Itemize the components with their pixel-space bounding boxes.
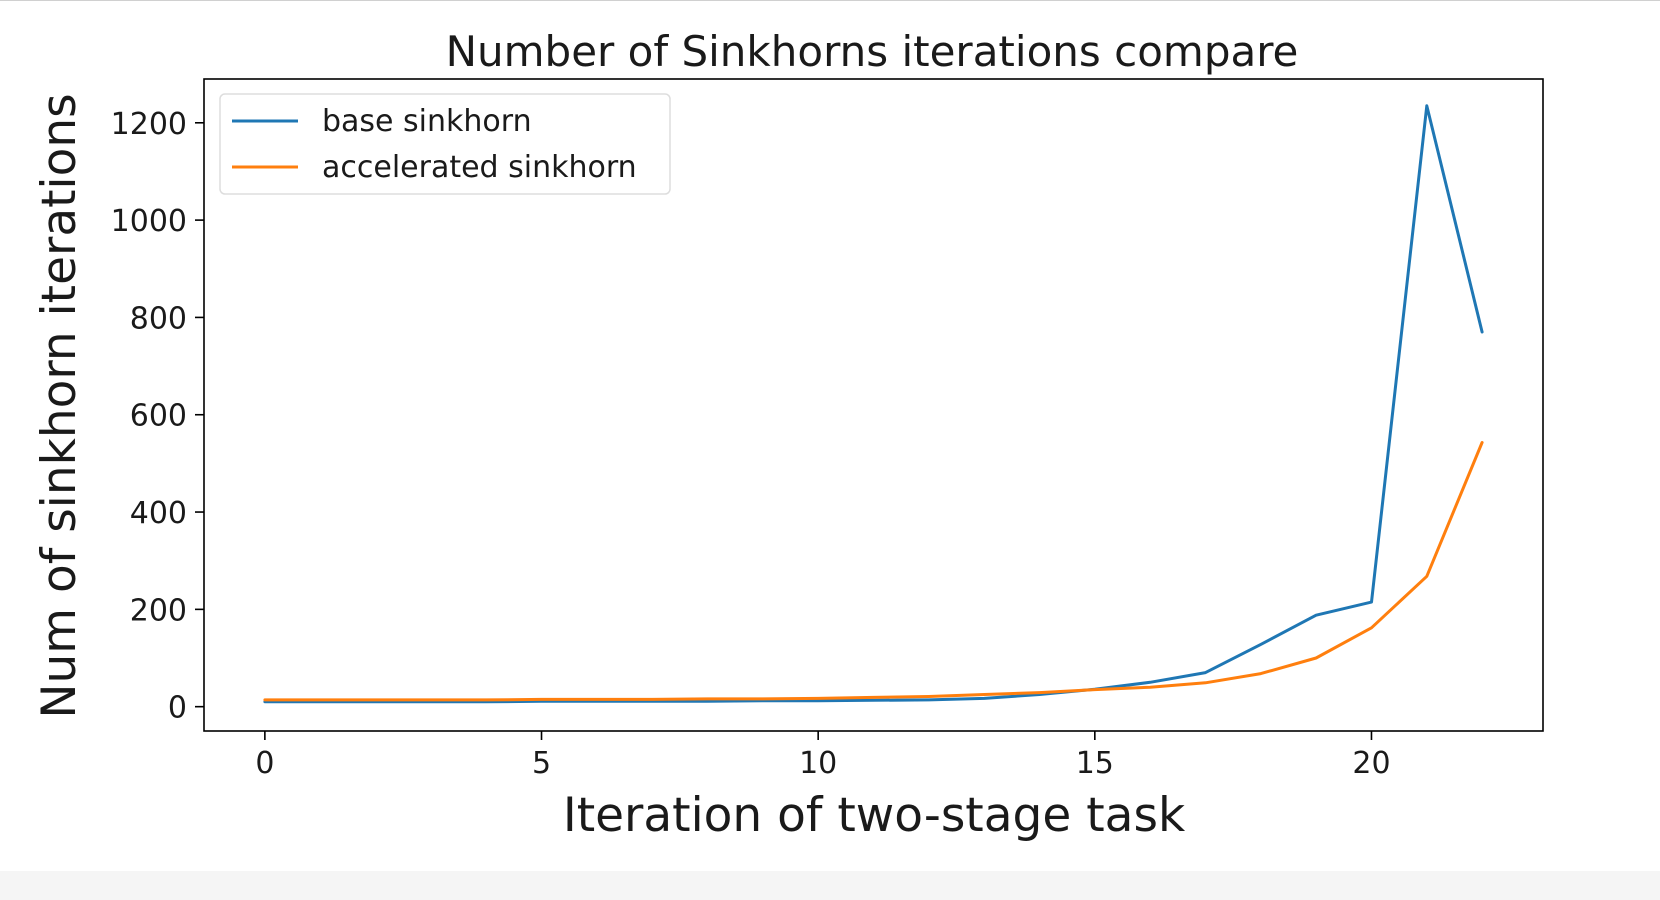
y-tick-label: 1000 [111,204,187,239]
y-tick-label: 800 [130,301,187,336]
legend: base sinkhorn accelerated sinkhorn [219,93,671,195]
y-axis-title: Num of sinkhorn iterations [32,93,87,718]
y-tick-label: 200 [130,593,187,628]
x-tick-label: 20 [1352,746,1390,781]
x-tick-label: 10 [799,746,837,781]
x-axis: 0 5 10 15 20 [255,731,1391,781]
x-tick-label: 0 [255,746,274,781]
x-axis-title: Iteration of two-stage task [563,788,1186,843]
x-tick-label: 5 [532,746,551,781]
y-axis: 0 200 400 600 800 1000 1200 [111,107,204,726]
y-tick-label: 0 [168,691,187,726]
figure-frame: Number of Sinkhorns iterations compare 0… [0,0,1660,843]
legend-label: base sinkhorn [322,104,532,139]
legend-label: accelerated sinkhorn [322,150,637,185]
chart-title: Number of Sinkhorns iterations compare [446,27,1299,76]
y-tick-label: 400 [130,496,187,531]
line-chart: Number of Sinkhorns iterations compare 0… [32,27,1544,843]
legend-box [219,93,671,195]
series-line-1 [263,104,1484,704]
x-tick-label: 15 [1076,746,1114,781]
y-tick-label: 1200 [111,107,187,142]
series-line-2 [263,441,1484,702]
y-tick-label: 600 [130,399,187,434]
series-lines [263,104,1484,704]
